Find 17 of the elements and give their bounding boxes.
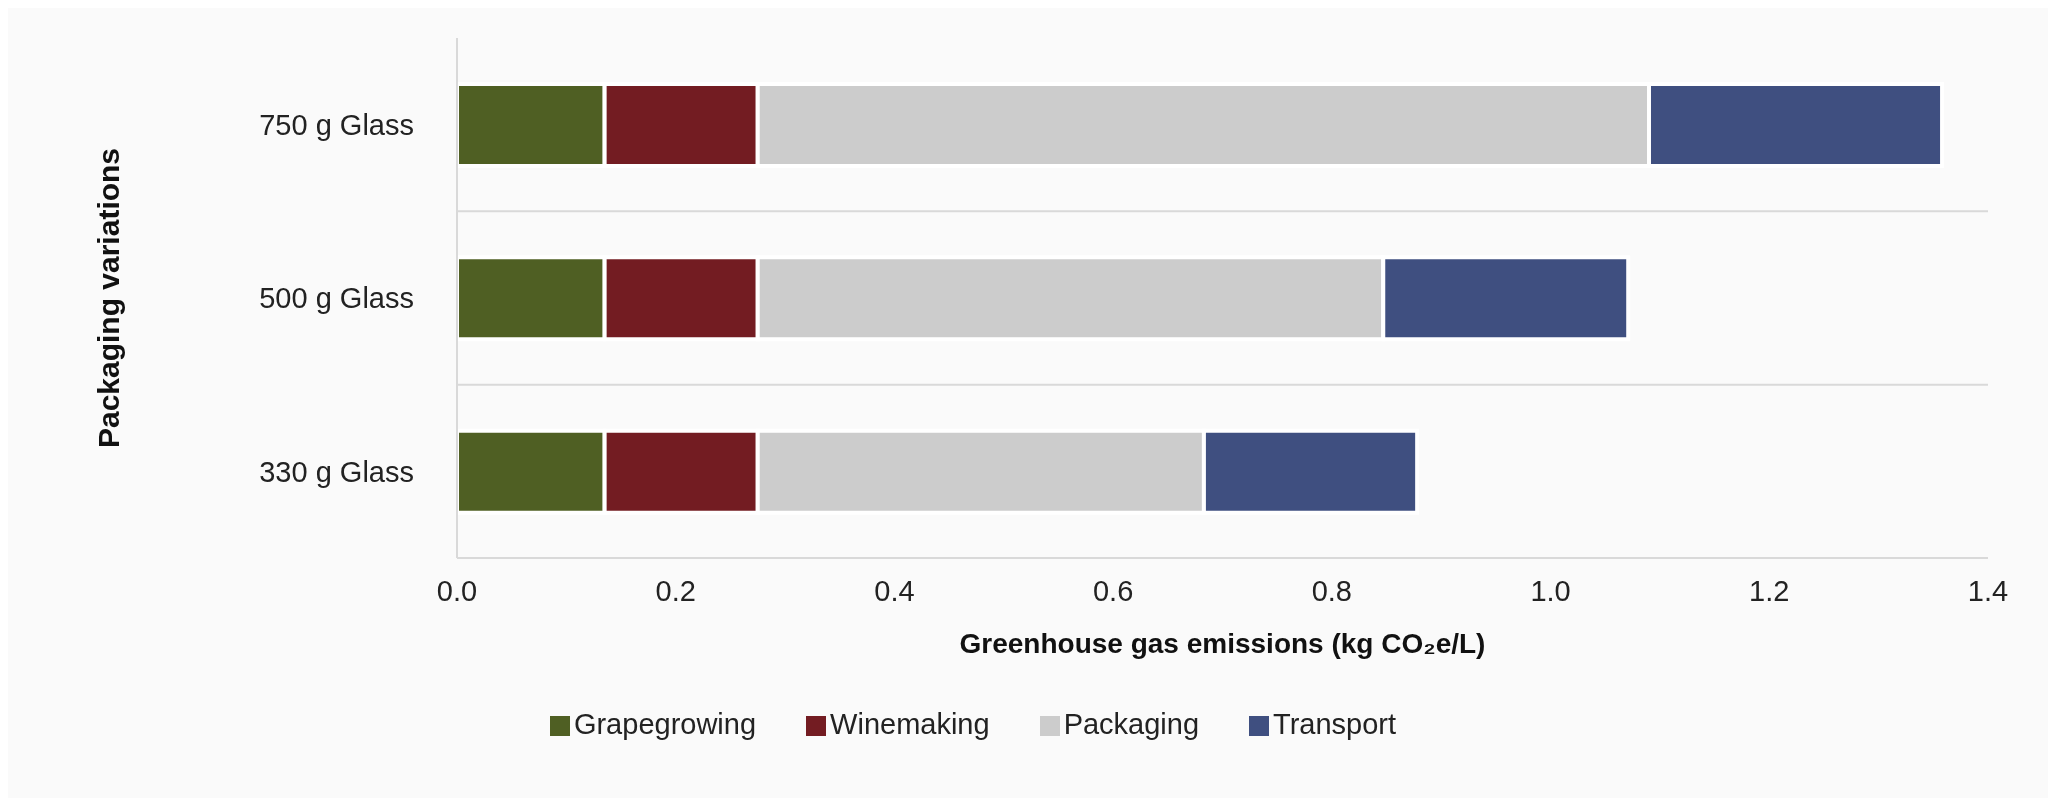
legend-label: Transport — [1273, 708, 1397, 740]
x-tick-label: 0.4 — [874, 574, 915, 607]
x-tick-label: 1.0 — [1530, 574, 1571, 607]
x-tick-label: 0.8 — [1311, 574, 1353, 607]
x-tick-label: 0.0 — [436, 574, 478, 607]
x-tick-label: 1.4 — [1967, 574, 2009, 607]
x-axis-title: Greenhouse gas emissions (kg CO₂e/L) — [959, 628, 1486, 659]
x-tick-label: 1.2 — [1749, 574, 1790, 607]
y-tick-label: 750 g Glass — [259, 108, 414, 141]
legend-label: Packaging — [1063, 708, 1200, 740]
x-tick-label: 0.2 — [655, 574, 696, 607]
legend-label: Grapegrowing — [573, 708, 757, 740]
legend-label: Winemaking — [830, 708, 990, 740]
y-axis-title: Packaging variations — [91, 147, 125, 449]
y-tick-label: 330 g Glass — [259, 455, 414, 488]
y-tick-label: 500 g Glass — [259, 282, 414, 315]
x-tick-label: 0.6 — [1092, 574, 1134, 607]
